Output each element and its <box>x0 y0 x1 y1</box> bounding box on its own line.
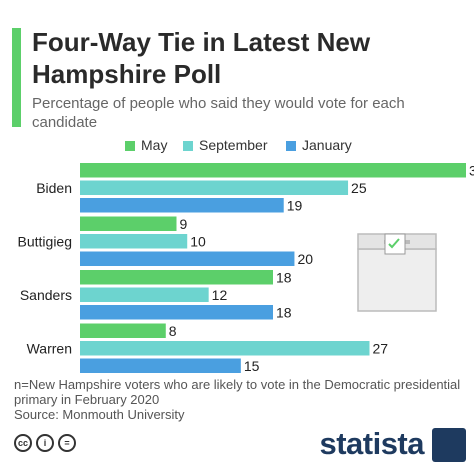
legend-label-september: September <box>199 137 268 153</box>
footnote: n=New Hampshire voters who are likely to… <box>14 377 464 422</box>
no-derivatives-icon[interactable]: = <box>58 434 76 452</box>
bar-biden-may <box>80 163 466 178</box>
bar-warren-may <box>80 323 166 338</box>
bar-sanders-january <box>80 305 273 320</box>
category-label-sanders: Sanders <box>20 287 72 303</box>
category-label-warren: Warren <box>27 340 72 356</box>
value-label-sanders-may: 18 <box>276 269 292 285</box>
chart-title: Four-Way Tie in Latest New Hampshire Pol… <box>32 27 371 89</box>
category-label-biden: Biden <box>36 180 72 196</box>
category-label-buttigieg: Buttigieg <box>18 233 72 249</box>
statista-logo[interactable]: statista <box>319 426 424 461</box>
legend-swatch-september <box>183 141 193 151</box>
value-label-sanders-january: 18 <box>276 304 292 320</box>
ballot-box-icon <box>357 233 437 312</box>
value-label-warren-may: 8 <box>169 323 177 339</box>
value-label-warren-january: 15 <box>244 358 260 374</box>
creative-commons-icon[interactable]: cc <box>14 434 32 452</box>
value-label-sanders-september: 12 <box>212 287 228 303</box>
bar-warren-september <box>80 341 370 356</box>
bar-buttigieg-january <box>80 251 295 266</box>
bar-biden-january <box>80 198 284 213</box>
chart-subtitle: Percentage of people who said they would… <box>32 95 405 131</box>
value-label-warren-september: 27 <box>373 340 389 356</box>
bar-biden-september <box>80 180 349 195</box>
bar-chart: May September January Biden 36 25 19 Buttigieg 9… <box>18 137 474 374</box>
footnote-line-2: primary in February 2020 <box>14 392 160 407</box>
bar-buttigieg-may <box>80 216 177 231</box>
bar-warren-january <box>80 358 241 373</box>
legend-swatch-may <box>125 141 135 151</box>
footnote-line-1: n=New Hampshire voters who are likely to… <box>14 377 461 392</box>
footer: cc i = statista <box>0 426 474 474</box>
bar-sanders-may <box>80 270 273 285</box>
value-label-buttigieg-september: 10 <box>190 233 206 249</box>
legend-swatch-january <box>286 141 296 151</box>
attribution-icon[interactable]: i <box>36 434 54 452</box>
statista-mark-icon <box>432 428 466 462</box>
value-label-buttigieg-may: 9 <box>180 216 188 232</box>
legend-label-may: May <box>141 137 167 153</box>
legend-label-january: January <box>302 137 352 153</box>
license-icons: cc i = <box>14 434 76 452</box>
value-label-buttigieg-january: 20 <box>297 251 313 267</box>
bar-buttigieg-september <box>80 234 188 249</box>
value-label-biden-september: 25 <box>351 180 367 196</box>
value-label-biden-january: 19 <box>287 197 303 213</box>
bar-sanders-september <box>80 287 209 302</box>
source-line: Source: Monmouth University <box>14 407 185 422</box>
title-accent-bar <box>12 28 21 127</box>
value-label-biden-may: 36 <box>469 162 474 178</box>
